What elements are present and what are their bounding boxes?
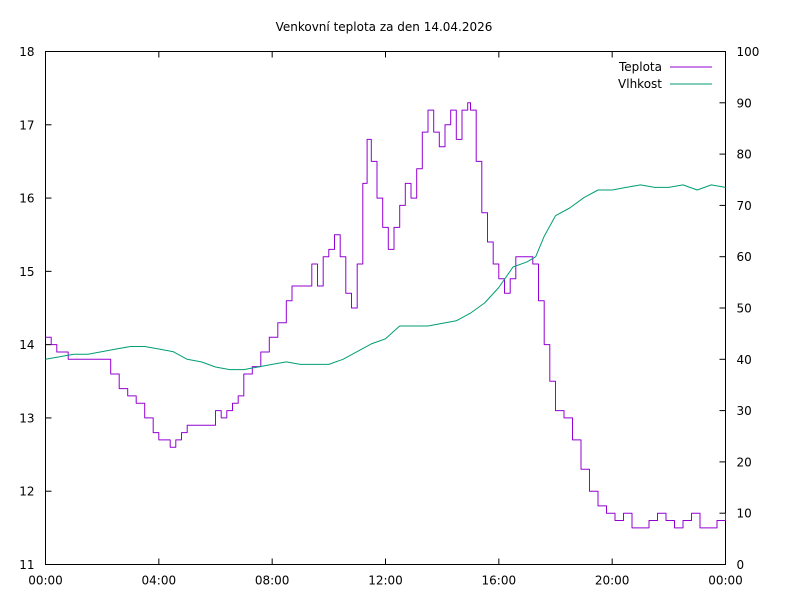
y2-tick-label: 70 [737,199,752,213]
y-tick-label: 18 [19,45,34,59]
y-tick-label: 15 [19,265,34,279]
y2-tick-label: 0 [737,558,745,572]
series-line-vlhkost [45,184,726,371]
chart-title: Venkovní teplota za den 14.04.2026 [276,20,493,34]
y-tick-label: 17 [19,118,34,132]
plot-frame [45,51,726,565]
x-tick-label: 16:00 [482,574,517,588]
y2-tick-label: 90 [737,96,752,110]
y2-tick-label: 100 [737,45,760,59]
y2-tick-label: 10 [737,507,752,521]
legend: Teplota Vlhkost [618,60,712,91]
x-tick-label: 04:00 [142,574,177,588]
y2-tick-label: 50 [737,302,752,316]
legend-label-vlhkost: Vlhkost [618,77,662,91]
y2-tick-label: 80 [737,148,752,162]
x-axis: 00:00 04:00 08:00 12:00 16:00 20:00 00:00 [28,51,743,588]
legend-label-teplota: Teplota [618,60,662,74]
y-tick-label: 12 [19,485,34,499]
y2-tick-label: 40 [737,353,752,367]
y-tick-label: 11 [19,558,34,572]
y2-tick-label: 30 [737,404,752,418]
y-tick-label: 14 [19,338,34,352]
y-tick-label: 13 [19,411,34,425]
y-axis-right: 0 10 20 30 40 50 60 70 80 90 100 [719,45,760,572]
x-tick-label: 12:00 [368,574,403,588]
y-tick-label: 16 [19,192,34,206]
y2-tick-label: 20 [737,455,752,469]
x-tick-label: 20:00 [595,574,630,588]
x-tick-label: 08:00 [255,574,290,588]
x-tick-label: 00:00 [708,574,743,588]
series-layer [45,102,726,529]
y-axis-left: 11 12 13 14 15 16 17 18 [19,45,52,572]
series-line-teplota [45,102,726,529]
y2-tick-label: 60 [737,250,752,264]
x-tick-label: 00:00 [28,574,63,588]
